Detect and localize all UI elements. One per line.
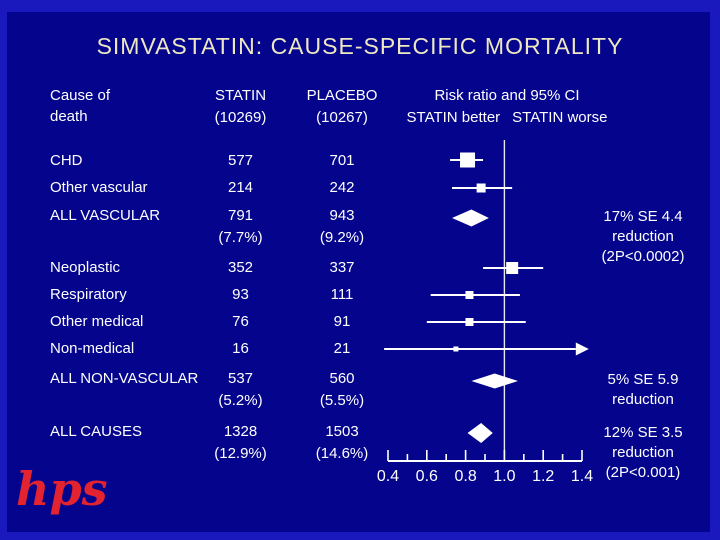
marker-square — [506, 262, 519, 274]
row-cause-label: ALL VASCULAR — [50, 207, 161, 224]
marker-square — [460, 152, 476, 168]
annotation-line: 5% SE 5.9 — [607, 371, 679, 388]
row-statin-percent: (7.7%) — [218, 229, 263, 246]
row-placebo-count: 21 — [333, 340, 351, 357]
row-statin-count: 352 — [227, 259, 254, 276]
ci-arrow-icon — [575, 342, 589, 356]
column-header-placebo: PLACEBO — [306, 87, 378, 104]
annotation-line: reduction — [612, 391, 674, 408]
row-annotation: 17% SE 4.4 reduction (2P<0.0002) — [573, 207, 713, 267]
column-header-placebo-n: (10267) — [316, 109, 368, 126]
row-cause-label: Other vascular — [50, 179, 148, 196]
slide-background — [7, 12, 710, 532]
marker-square — [476, 183, 486, 193]
x-axis-tick-label: 0.8 — [454, 468, 476, 485]
direction-label-statin-better: STATIN better — [406, 109, 501, 126]
column-header-risk-ratio: Risk ratio and 95% CI — [434, 87, 580, 104]
summary-diamond — [452, 209, 489, 227]
row-annotation: 5% SE 5.9 reduction — [573, 370, 713, 410]
annotation-line: 17% SE 4.4 — [603, 208, 683, 225]
row-cause-label: Other medical — [50, 313, 144, 330]
row-cause-label: Neoplastic — [50, 259, 121, 276]
direction-labels: STATIN better STATIN worse — [396, 109, 618, 126]
row-statin-count: 214 — [227, 179, 254, 196]
row-statin-percent: (5.2%) — [218, 392, 263, 409]
annotation-line: (2P<0.0002) — [601, 248, 685, 265]
marker-dot — [453, 346, 459, 352]
direction-label-statin-worse: STATIN worse — [512, 109, 608, 126]
row-placebo-count: 701 — [329, 152, 355, 169]
row-cause-label: Non-medical — [50, 340, 135, 357]
row-cause-label: ALL CAUSES — [50, 423, 142, 440]
column-header-statin: STATIN — [214, 87, 267, 104]
row-statin-count: 16 — [232, 340, 249, 357]
x-axis-tick-label: 0.4 — [377, 468, 399, 485]
row-statin-count: 537 — [227, 370, 254, 387]
row-cause-label: ALL NON-VASCULAR — [50, 370, 199, 387]
column-header-statin-n: (10269) — [214, 109, 267, 126]
x-axis-tick-label: 0.6 — [416, 468, 438, 485]
row-cause-label: Respiratory — [50, 286, 127, 303]
slide-title: SIMVASTATIN: CAUSE-SPECIFIC MORTALITY — [96, 33, 624, 59]
x-axis-tick-label: 1.4 — [571, 468, 593, 485]
row-statin-count: 76 — [232, 313, 249, 330]
marker-square — [465, 291, 474, 299]
row-annotation: 12% SE 3.5 reduction (2P<0.001) — [573, 423, 713, 483]
annotation-line: reduction — [612, 228, 674, 245]
row-cause-label: CHD — [50, 152, 83, 169]
summary-diamond — [471, 373, 518, 389]
annotation-line: reduction — [612, 444, 674, 461]
marker-square — [465, 318, 474, 326]
row-statin-count: 93 — [232, 286, 249, 303]
row-statin-count: 791 — [227, 207, 254, 224]
summary-diamond — [467, 423, 493, 443]
row-placebo-count: 111 — [330, 286, 354, 303]
annotation-line: (2P<0.001) — [605, 464, 681, 481]
row-placebo-percent: (14.6%) — [315, 445, 369, 462]
row-placebo-count: 242 — [329, 179, 355, 196]
hps-logo: hps — [16, 462, 108, 516]
column-header-cause-line2: death — [50, 108, 88, 125]
x-axis-tick-label: 1.2 — [532, 468, 554, 485]
row-placebo-count: 91 — [333, 313, 351, 330]
row-statin-count: 1328 — [223, 423, 258, 440]
row-placebo-count: 337 — [329, 259, 355, 276]
row-statin-count: 577 — [227, 152, 254, 169]
row-placebo-percent: (9.2%) — [319, 229, 365, 246]
column-header-cause-line1: Cause of — [50, 87, 111, 104]
x-axis-tick-label: 1.0 — [493, 468, 515, 485]
row-statin-percent: (12.9%) — [214, 445, 267, 462]
row-placebo-percent: (5.5%) — [319, 392, 365, 409]
row-placebo-count: 943 — [329, 207, 355, 224]
row-placebo-count: 560 — [329, 370, 355, 387]
row-placebo-count: 1503 — [325, 423, 359, 440]
annotation-line: 12% SE 3.5 — [603, 424, 683, 441]
